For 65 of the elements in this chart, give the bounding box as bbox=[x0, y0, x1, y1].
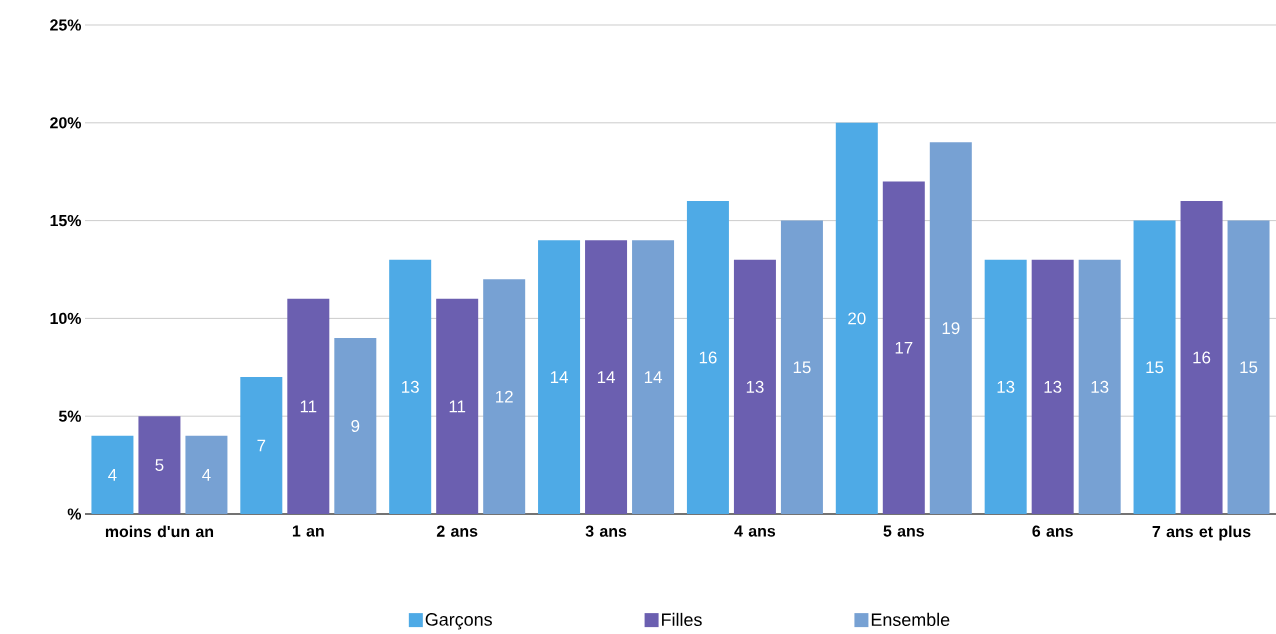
x-tick-label: 2 ans bbox=[436, 525, 478, 537]
legend-label: Ensemble bbox=[871, 612, 950, 627]
data-label: 13 bbox=[402, 380, 419, 393]
data-label: 12 bbox=[496, 390, 513, 403]
data-label: 16 bbox=[1193, 351, 1211, 364]
x-tick-label: moins d'un an bbox=[105, 525, 214, 538]
y-tick-label: 25% bbox=[50, 19, 82, 31]
bar bbox=[240, 377, 283, 514]
y-tick-label: 10% bbox=[50, 312, 82, 325]
data-label: 14 bbox=[644, 371, 662, 383]
data-label: 14 bbox=[550, 371, 568, 383]
legend-label: Garçons bbox=[425, 613, 492, 630]
bar bbox=[1078, 259, 1121, 514]
legend-label: Filles bbox=[662, 612, 702, 627]
data-label: 14 bbox=[597, 371, 615, 383]
data-label: 16 bbox=[699, 351, 717, 364]
data-label: 13 bbox=[746, 380, 764, 393]
data-label: 4 bbox=[202, 469, 211, 481]
bar bbox=[1180, 201, 1223, 514]
bar bbox=[686, 201, 729, 514]
bar bbox=[1227, 220, 1270, 514]
x-tick-label: 3 ans bbox=[585, 525, 627, 537]
data-label: 5 bbox=[155, 459, 164, 472]
x-tick-label: 5 ans bbox=[883, 525, 924, 537]
bar bbox=[632, 240, 675, 514]
bar bbox=[984, 259, 1027, 514]
y-tick-label: 5% bbox=[58, 410, 82, 422]
bar bbox=[585, 240, 628, 514]
bar bbox=[483, 279, 526, 514]
data-label: 15 bbox=[1240, 361, 1258, 374]
bar bbox=[1031, 259, 1074, 514]
y-tick-label: 20% bbox=[50, 117, 82, 129]
bar bbox=[389, 259, 432, 514]
bar bbox=[185, 435, 228, 514]
data-label: 13 bbox=[1091, 380, 1109, 393]
bar bbox=[733, 259, 776, 514]
data-label: 15 bbox=[1146, 361, 1164, 374]
bar bbox=[334, 337, 377, 514]
bar bbox=[780, 220, 823, 514]
bar bbox=[835, 122, 878, 514]
bar bbox=[538, 240, 581, 514]
bar bbox=[436, 298, 479, 514]
bar bbox=[91, 435, 134, 514]
data-label: 15 bbox=[793, 361, 811, 374]
x-tick-label: 4 ans bbox=[734, 525, 776, 537]
data-label: 7 bbox=[257, 439, 266, 452]
y-tick-label: % bbox=[67, 508, 82, 520]
data-label: 13 bbox=[997, 380, 1015, 393]
data-label: 11 bbox=[449, 400, 466, 413]
x-tick-label: 6 ans bbox=[1032, 525, 1073, 537]
data-label: 4 bbox=[108, 469, 117, 481]
data-label: 19 bbox=[942, 322, 960, 335]
bar bbox=[882, 181, 925, 514]
data-label: 20 bbox=[848, 312, 866, 325]
y-tick-label: 15% bbox=[50, 214, 82, 227]
bar bbox=[138, 416, 181, 514]
x-tick-label: 7 ans et plus bbox=[1152, 525, 1251, 541]
data-label: 9 bbox=[351, 419, 360, 432]
data-label: 13 bbox=[1044, 380, 1062, 393]
x-tick-label: 1 an bbox=[292, 525, 324, 537]
data-label: 11 bbox=[300, 400, 317, 413]
bar bbox=[287, 298, 330, 514]
bar bbox=[1133, 220, 1176, 514]
bar bbox=[929, 142, 972, 514]
data-label: 17 bbox=[895, 341, 913, 354]
